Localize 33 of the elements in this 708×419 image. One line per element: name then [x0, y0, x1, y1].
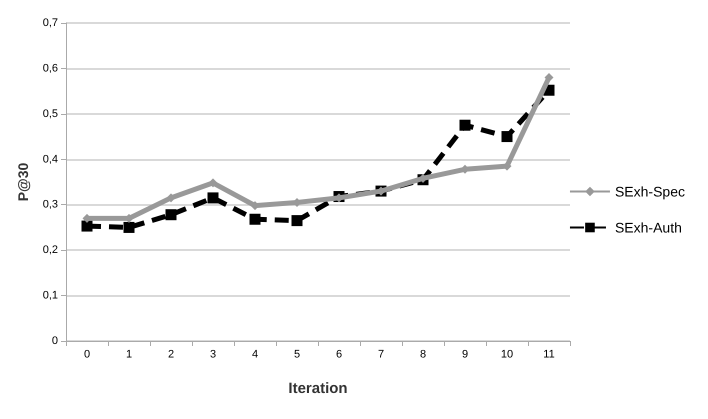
x-tick-label: 4	[252, 348, 258, 360]
y-tick-label: 0,1	[42, 290, 58, 302]
point	[166, 193, 176, 202]
x-tick-label: 1	[126, 348, 132, 360]
x-tick-label: 8	[420, 348, 426, 360]
point	[208, 192, 218, 204]
x-tick-label: 3	[210, 348, 216, 360]
y-axis-title: P@30	[15, 162, 31, 202]
x-tick-label: 11	[543, 348, 555, 360]
y-tick-label: 0	[52, 335, 58, 347]
x-tick-label: 7	[378, 348, 384, 360]
point	[82, 220, 92, 232]
y-tick-label: 0,2	[42, 244, 58, 256]
point	[292, 215, 302, 226]
point	[250, 214, 260, 225]
x-tick-label: 9	[462, 348, 468, 360]
point	[502, 131, 512, 142]
x-axis-title: Iteration	[288, 380, 348, 397]
y-tick-label: 0,6	[42, 62, 58, 74]
point	[460, 120, 470, 131]
legend-label: SExh-Spec	[614, 184, 686, 200]
x-tick-label: 10	[500, 348, 514, 360]
y-tick-label: 0,4	[42, 153, 58, 166]
point	[124, 222, 134, 233]
legend-label: SExh-Auth	[614, 220, 682, 236]
y-tick-label: 0,7	[42, 17, 58, 29]
x-tick-label: 5	[294, 348, 300, 360]
y-tick-label: 0,5	[42, 108, 58, 120]
point	[166, 209, 176, 220]
y-tick-label: 0,3	[42, 198, 58, 211]
x-tick-label: 6	[336, 348, 342, 360]
x-tick-label: 2	[168, 348, 174, 360]
x-tick-label: 0	[84, 348, 90, 360]
